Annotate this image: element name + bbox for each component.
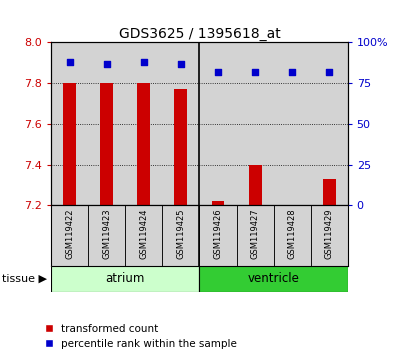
- Text: ventricle: ventricle: [248, 272, 299, 285]
- Text: GSM119425: GSM119425: [177, 208, 186, 259]
- Title: GDS3625 / 1395618_at: GDS3625 / 1395618_at: [118, 28, 280, 41]
- Bar: [248, 165, 261, 205]
- Point: [67, 59, 73, 65]
- FancyBboxPatch shape: [199, 205, 237, 266]
- FancyBboxPatch shape: [51, 205, 88, 266]
- FancyBboxPatch shape: [88, 205, 126, 266]
- Bar: [199, 42, 237, 205]
- Bar: [100, 83, 113, 205]
- Point: [215, 69, 221, 75]
- FancyBboxPatch shape: [199, 266, 348, 292]
- Bar: [88, 42, 126, 205]
- Point: [289, 69, 295, 75]
- FancyBboxPatch shape: [237, 205, 274, 266]
- Bar: [310, 42, 348, 205]
- Point: [252, 69, 258, 75]
- Point: [104, 61, 110, 67]
- Text: GSM119422: GSM119422: [65, 208, 74, 259]
- FancyBboxPatch shape: [310, 205, 348, 266]
- Bar: [175, 89, 188, 205]
- Legend: transformed count, percentile rank within the sample: transformed count, percentile rank withi…: [45, 324, 237, 349]
- Bar: [237, 42, 274, 205]
- Bar: [126, 42, 162, 205]
- Text: GSM119429: GSM119429: [325, 208, 334, 259]
- Bar: [162, 42, 199, 205]
- Point: [141, 59, 147, 65]
- FancyBboxPatch shape: [274, 205, 310, 266]
- Text: GSM119424: GSM119424: [139, 208, 149, 259]
- Text: GSM119426: GSM119426: [213, 208, 222, 259]
- Bar: [51, 42, 88, 205]
- Bar: [63, 83, 76, 205]
- FancyBboxPatch shape: [126, 205, 162, 266]
- Text: atrium: atrium: [106, 272, 145, 285]
- Text: GSM119423: GSM119423: [102, 208, 111, 259]
- Text: tissue ▶: tissue ▶: [2, 274, 47, 284]
- Text: GSM119427: GSM119427: [250, 208, 260, 259]
- Bar: [211, 201, 224, 205]
- Text: GSM119428: GSM119428: [288, 208, 297, 259]
- Bar: [137, 83, 150, 205]
- FancyBboxPatch shape: [51, 266, 199, 292]
- Bar: [274, 42, 310, 205]
- Bar: [323, 179, 336, 205]
- FancyBboxPatch shape: [162, 205, 199, 266]
- Point: [326, 69, 332, 75]
- Point: [178, 61, 184, 67]
